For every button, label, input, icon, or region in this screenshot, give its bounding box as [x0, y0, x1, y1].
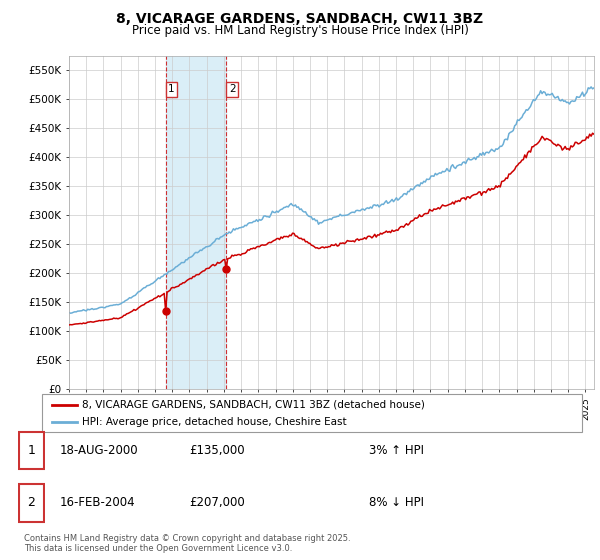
- Text: 18-AUG-2000: 18-AUG-2000: [60, 444, 139, 457]
- Text: 1: 1: [168, 85, 175, 94]
- Text: 2: 2: [28, 496, 35, 509]
- Text: 16-FEB-2004: 16-FEB-2004: [60, 496, 136, 509]
- Text: 8% ↓ HPI: 8% ↓ HPI: [369, 496, 424, 509]
- Text: £135,000: £135,000: [189, 444, 245, 457]
- FancyBboxPatch shape: [19, 432, 44, 469]
- FancyBboxPatch shape: [42, 394, 582, 432]
- Text: 1: 1: [28, 444, 35, 457]
- Text: HPI: Average price, detached house, Cheshire East: HPI: Average price, detached house, Ches…: [83, 417, 347, 427]
- Text: £207,000: £207,000: [189, 496, 245, 509]
- FancyBboxPatch shape: [19, 484, 44, 521]
- Bar: [166, 56, 226, 389]
- Text: 2: 2: [229, 85, 235, 94]
- Text: 8, VICARAGE GARDENS, SANDBACH, CW11 3BZ (detached house): 8, VICARAGE GARDENS, SANDBACH, CW11 3BZ …: [83, 399, 425, 409]
- Text: 8, VICARAGE GARDENS, SANDBACH, CW11 3BZ: 8, VICARAGE GARDENS, SANDBACH, CW11 3BZ: [116, 12, 484, 26]
- Text: 3% ↑ HPI: 3% ↑ HPI: [369, 444, 424, 457]
- Text: Price paid vs. HM Land Registry's House Price Index (HPI): Price paid vs. HM Land Registry's House …: [131, 24, 469, 37]
- Text: Contains HM Land Registry data © Crown copyright and database right 2025.
This d: Contains HM Land Registry data © Crown c…: [24, 534, 350, 553]
